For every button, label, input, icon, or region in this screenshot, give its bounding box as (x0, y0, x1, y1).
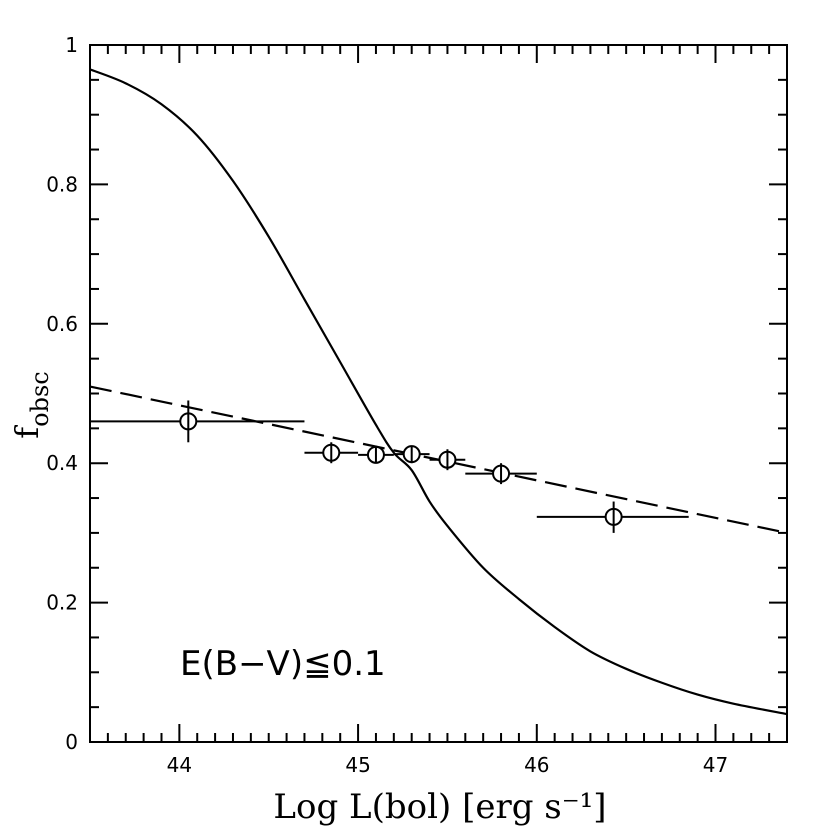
y-tick-label: 0.6 (46, 312, 78, 336)
data-point (429, 449, 466, 471)
y-axis-title-main: f (8, 425, 46, 439)
x-tick-label: 45 (345, 753, 370, 777)
y-tick-label: 0.2 (46, 591, 78, 615)
x-axis-title: Log L(bol) [erg s⁻¹] (273, 787, 606, 827)
y-tick-label: 0 (65, 730, 78, 754)
data-point (465, 463, 537, 485)
curves (89, 68, 788, 716)
solid-curve (89, 68, 788, 716)
y-axis-title: fobsc (8, 371, 54, 438)
y-axis-title-sub: obsc (26, 371, 54, 427)
svg-text:fobsc: fobsc (8, 371, 54, 438)
y-tick-label: 0.8 (46, 172, 78, 196)
data-point (304, 442, 359, 464)
x-tick-label: 46 (524, 753, 549, 777)
plot-frame (89, 44, 788, 743)
data-point (358, 445, 394, 464)
tick-labels: 44 45 46 47 0 0.2 0.4 0.6 0.8 1 (46, 33, 728, 777)
x-tick-label: 47 (703, 753, 728, 777)
data-points (90, 400, 689, 533)
annotation-ebv: E(B−V)≦0.1 (180, 644, 386, 684)
data-point (536, 501, 689, 533)
axis-ticks (89, 44, 788, 743)
data-point (393, 445, 430, 464)
data-point (90, 400, 305, 443)
y-tick-label: 1 (65, 33, 78, 57)
y-tick-label: 0.4 (46, 451, 78, 475)
x-tick-label: 44 (167, 753, 192, 777)
